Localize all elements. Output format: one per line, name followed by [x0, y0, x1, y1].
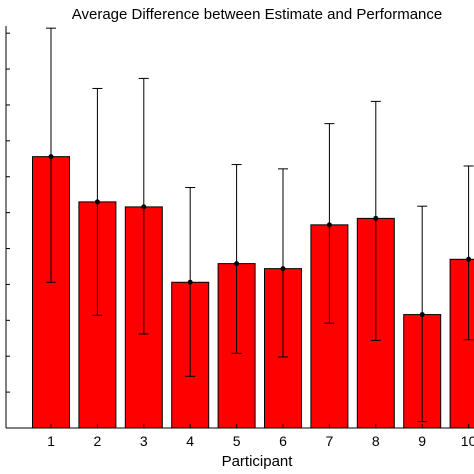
- x-axis-label: Participant: [222, 453, 294, 470]
- mean-marker-9: [419, 312, 425, 318]
- plot-area: 1 2 3 4 5 6 7 8 9 10: [5, 26, 474, 449]
- x-tick-label-2: 2: [94, 433, 102, 449]
- x-tick-label-5: 5: [233, 433, 241, 449]
- x-tick-label-3: 3: [140, 433, 148, 449]
- mean-marker-2: [94, 199, 100, 205]
- x-tick-label-9: 9: [418, 433, 426, 449]
- x-tick-label-7: 7: [326, 433, 334, 449]
- bar-10: [449, 258, 474, 429]
- mean-marker-3: [141, 204, 147, 210]
- x-tick-label-10: 10: [461, 433, 474, 449]
- mean-marker-1: [48, 154, 54, 160]
- mean-marker-10: [466, 256, 472, 262]
- x-tick-label-4: 4: [186, 433, 194, 449]
- mean-marker-8: [373, 215, 379, 221]
- x-tick-label-1: 1: [47, 433, 55, 449]
- mean-marker-6: [280, 266, 286, 272]
- mean-marker-7: [326, 222, 332, 228]
- mean-marker-4: [187, 279, 193, 285]
- x-tick-label-8: 8: [372, 433, 380, 449]
- x-tick-label-6: 6: [279, 433, 287, 449]
- chart-title: Average Difference between Estimate and …: [72, 6, 443, 23]
- mean-marker-5: [234, 261, 240, 267]
